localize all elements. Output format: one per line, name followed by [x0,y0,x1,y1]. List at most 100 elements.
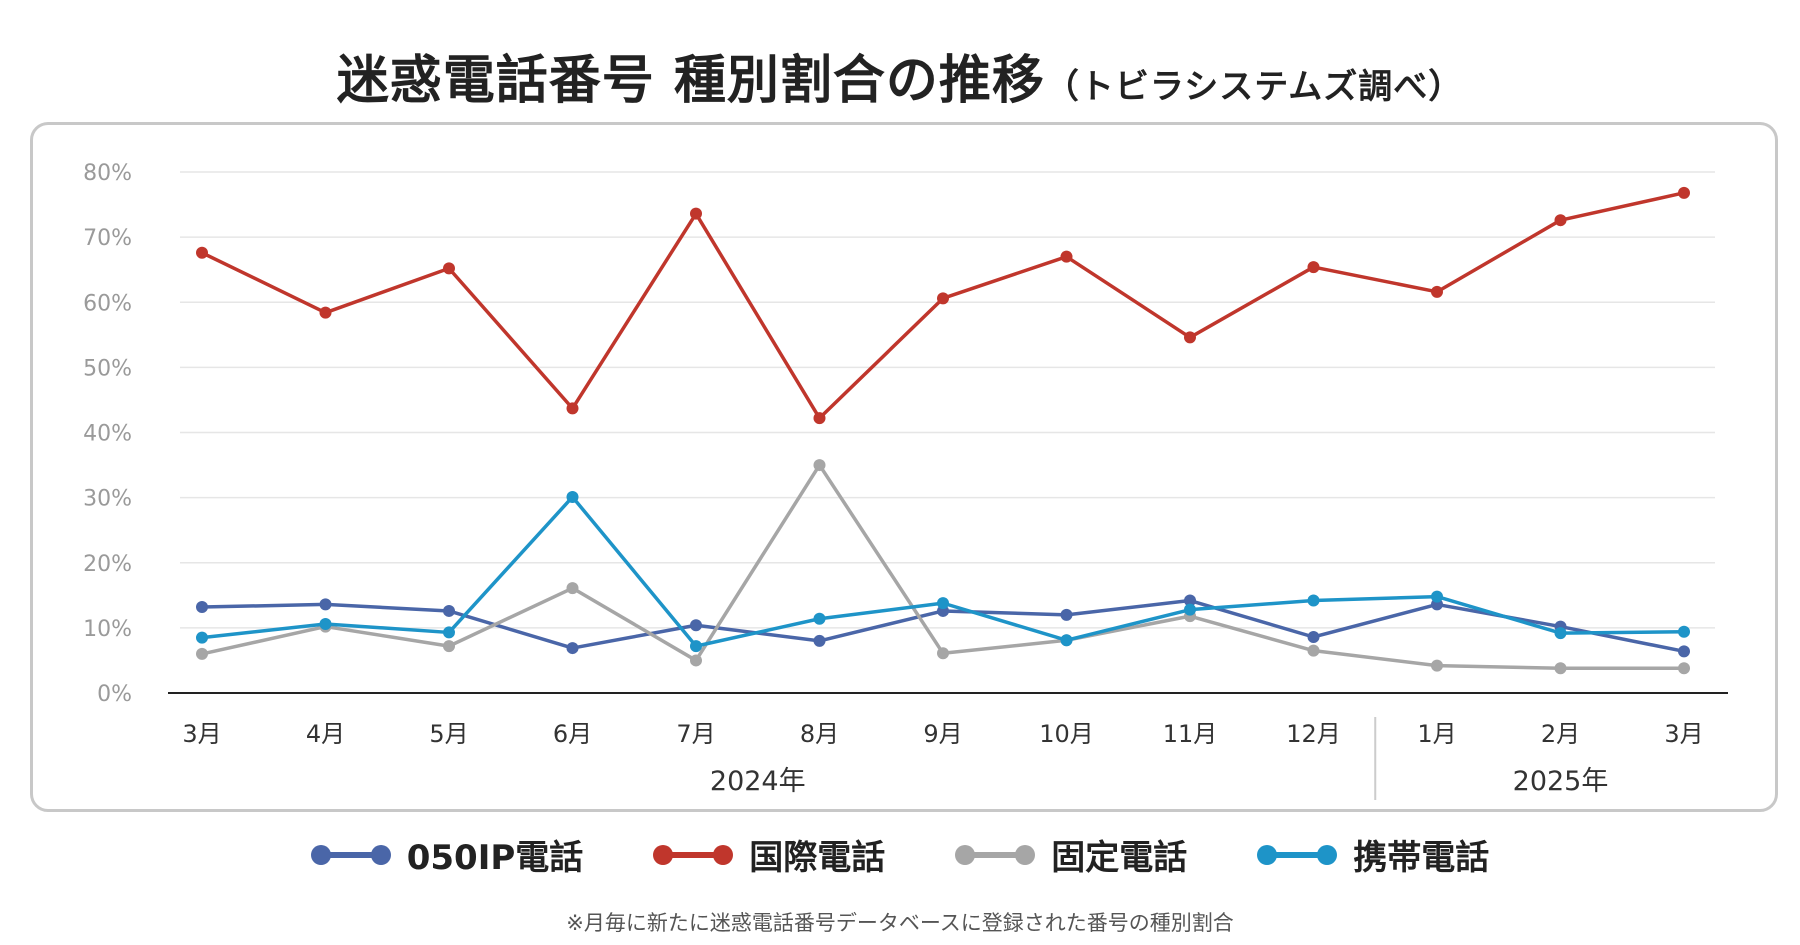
legend-label: 050IP電話 [406,838,584,878]
data-point [1431,285,1443,298]
legend-swatch-dot [1015,844,1036,865]
data-point [937,647,949,660]
y-tick-label: 20% [83,552,132,577]
legend-item: 050IP電話 [310,830,584,879]
data-point [1060,634,1073,647]
series-line [201,463,1684,671]
data-point [196,631,208,644]
data-point [690,207,702,220]
data-point [443,640,455,653]
legend-label: 国際電話 [749,838,886,878]
data-point [1307,261,1320,274]
data-point [813,459,826,472]
y-tick-label: 10% [83,617,132,642]
data-point [690,654,702,667]
x-tick-label: 3月 [182,720,221,748]
data-point [566,402,579,415]
data-point [1431,590,1443,603]
data-point [443,626,455,639]
legend-swatch-dot [955,844,976,865]
legend-swatch-dot [370,844,391,865]
legend-item: 国際電話 [653,830,885,879]
data-point [1307,630,1320,643]
x-tick-label: 1月 [1417,720,1456,748]
data-point [196,647,208,660]
year-label: 2024年 [710,766,806,797]
legend-swatch-dot [1257,844,1278,865]
legend-swatch-dot [310,844,331,865]
data-point [813,612,826,625]
title-main: 迷惑電話番号 種別割合の推移 [336,51,1045,111]
data-point [196,246,208,259]
legend-swatch-line [1265,851,1330,858]
y-tick-label: 70% [83,226,132,251]
data-point [566,490,579,503]
data-point [813,634,826,647]
legend: 050IP電話 国際電話 固定電話 携帯電話 [0,830,1800,879]
data-point [1184,331,1196,344]
x-tick-label: 5月 [429,720,468,748]
data-point [1060,608,1073,621]
legend-swatch-line [318,851,383,858]
year-label: 2025年 [1513,766,1609,797]
data-point [1184,594,1196,607]
data-point [690,640,702,653]
legend-label: 携帯電話 [1353,838,1490,878]
legend-swatch [653,844,734,865]
x-tick-label: 12月 [1286,720,1341,748]
data-point [319,306,332,319]
legend-swatch [310,844,391,865]
data-point [937,292,949,305]
legend-item: 携帯電話 [1257,830,1489,879]
data-point [937,597,949,610]
data-point [1678,645,1690,658]
data-point [1431,659,1443,672]
data-point [566,582,579,595]
data-point [566,642,579,655]
x-tick-label: 2月 [1541,720,1580,748]
chart-panel [30,122,1778,812]
legend-swatch-dot [653,844,674,865]
data-point [1554,662,1567,675]
y-tick-label: 80% [83,161,132,186]
x-tick-label: 8月 [800,720,839,748]
legend-swatch-dot [1317,844,1338,865]
legend-label: 固定電話 [1051,838,1188,878]
data-point [319,617,332,630]
page-title: 迷惑電話番号 種別割合の推移（トビラシステムズ調べ） [0,38,1800,113]
series-line [201,495,1685,648]
y-tick-label: 40% [83,422,132,447]
x-tick-label: 4月 [306,720,345,748]
data-point [1060,250,1073,263]
data-point [1678,662,1690,675]
data-point [1554,627,1567,640]
y-tick-label: 60% [83,291,132,316]
data-point [443,262,455,275]
y-tick-label: 30% [83,487,132,512]
data-point [813,412,826,425]
data-point [1678,186,1690,199]
legend-swatch-line [963,851,1028,858]
x-tick-label: 6月 [553,720,592,748]
legend-swatch-dot [713,844,734,865]
legend-item: 固定電話 [955,830,1187,879]
data-point [1678,625,1690,638]
data-point [1184,603,1196,616]
footnote: ※月毎に新たに迷惑電話番号データベースに登録された番号の種別割合 [566,911,1234,935]
x-tick-label: 11月 [1163,720,1218,748]
title-sub: （トビラシステムズ調べ） [1044,67,1464,107]
y-tick-label: 0% [97,682,132,707]
legend-swatch [955,844,1036,865]
x-tick-label: 9月 [923,720,962,748]
data-point [1554,214,1567,227]
legend-swatch [1257,844,1338,865]
data-point [319,598,332,611]
x-tick-label: 3月 [1664,720,1703,748]
data-point [1307,644,1320,657]
data-point [196,601,208,614]
data-point [690,619,702,632]
x-tick-label: 10月 [1039,720,1094,748]
data-point [443,604,455,617]
legend-swatch-line [661,851,726,858]
data-point [1307,594,1320,607]
